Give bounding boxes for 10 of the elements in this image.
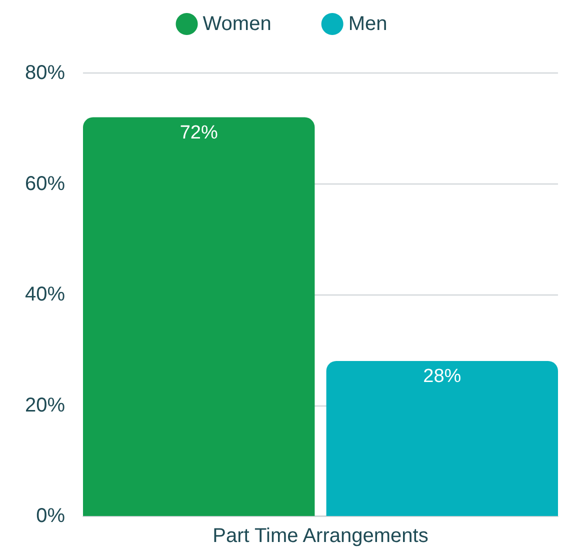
- legend-label: Women: [202, 13, 272, 35]
- y-tick-label: 80%: [24, 62, 66, 84]
- x-tick-label: Part Time Arrangements: [212, 525, 428, 547]
- y-tick-label: 0%: [36, 505, 66, 527]
- data-label: 72%: [180, 122, 218, 144]
- data-label: 28%: [423, 366, 462, 387]
- y-tick-label: 60%: [24, 172, 66, 195]
- y-tick-label: 40%: [24, 284, 66, 306]
- legend-label: Men: [348, 13, 388, 35]
- y-tick-label: 20%: [24, 394, 66, 416]
